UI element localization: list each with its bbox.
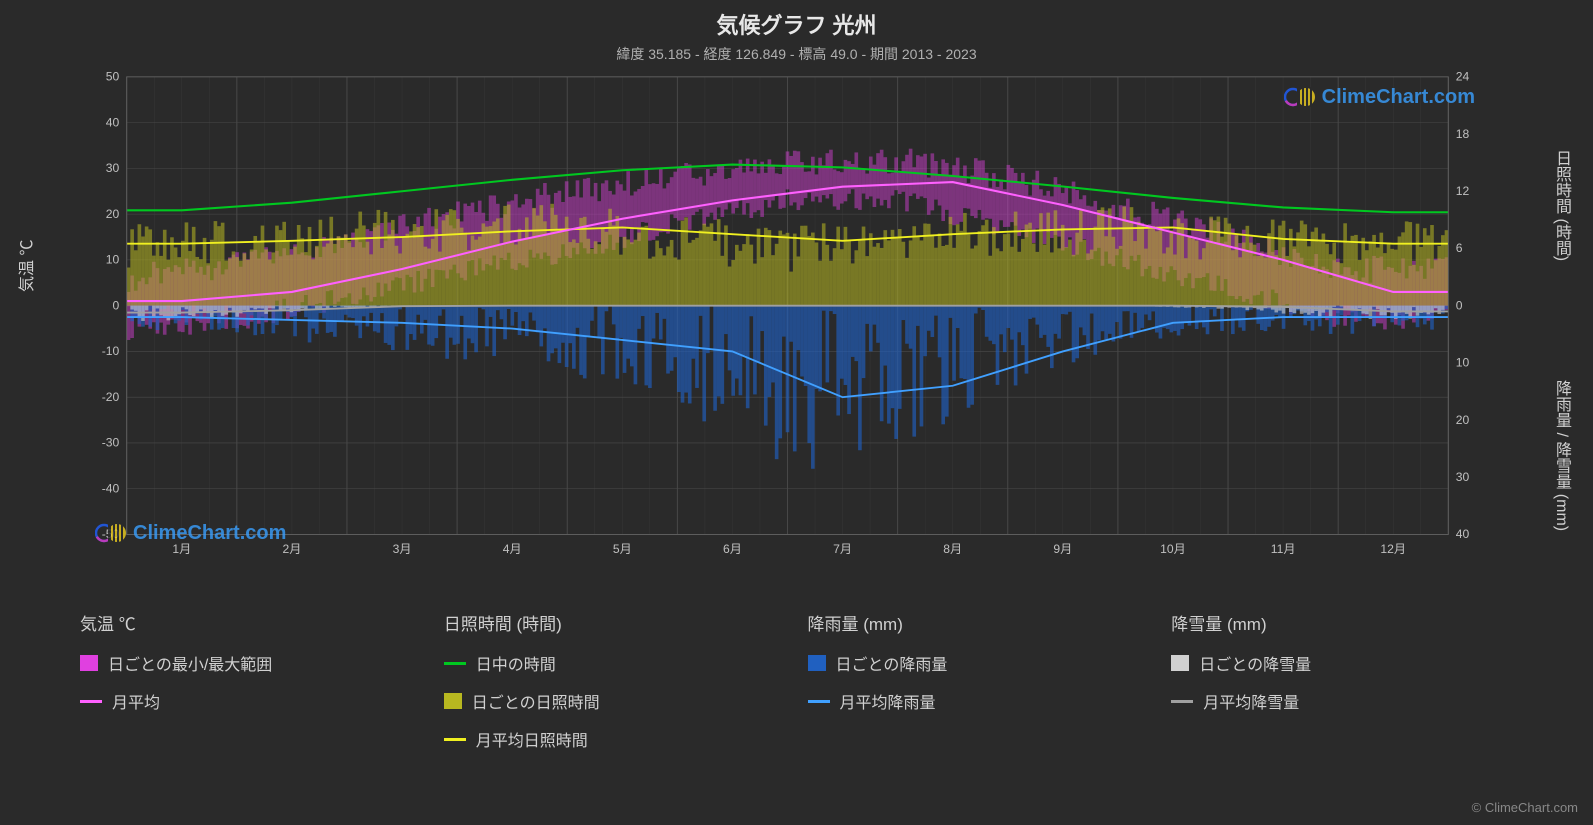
svg-text:-20: -20 xyxy=(102,390,120,404)
legend-item: 月平均 xyxy=(80,689,404,713)
svg-text:12月: 12月 xyxy=(1380,542,1406,556)
legend-item: 月平均日照時間 xyxy=(444,727,768,751)
y-axis-right-bottom-label: 降雨量 / 降雪量 (mm) xyxy=(1549,380,1573,531)
plot-area: 50403020100-10-20-30-40-5024181260102030… xyxy=(80,70,1495,560)
legend-col-rain: 降雨量 (mm) 日ごとの降雨量月平均降雨量 xyxy=(808,610,1132,765)
legend-item: 日ごとの最小/最大範囲 xyxy=(80,651,404,675)
legend-label: 月平均降雪量 xyxy=(1203,689,1299,713)
copyright: © ClimeChart.com xyxy=(1472,800,1578,815)
watermark-bottom-left: ClimeChart.com xyxy=(95,521,286,545)
watermark-top-right: ClimeChart.com xyxy=(1284,85,1475,109)
legend-label: 日ごとの最小/最大範囲 xyxy=(108,651,272,675)
legend-col-snow: 降雪量 (mm) 日ごとの降雪量月平均降雪量 xyxy=(1171,610,1495,765)
svg-text:12: 12 xyxy=(1456,184,1470,198)
climate-chart: 気候グラフ 光州 緯度 35.185 - 経度 126.849 - 標高 49.… xyxy=(0,0,1593,825)
svg-text:4月: 4月 xyxy=(503,542,522,556)
plot-svg: 50403020100-10-20-30-40-5024181260102030… xyxy=(80,70,1495,560)
svg-text:3月: 3月 xyxy=(393,542,412,556)
svg-text:40: 40 xyxy=(106,115,120,129)
legend-item: 日ごとの日照時間 xyxy=(444,689,768,713)
y-axis-right-top-label: 日照時間 (時間) xyxy=(1549,150,1573,261)
svg-text:5月: 5月 xyxy=(613,542,632,556)
svg-text:11月: 11月 xyxy=(1271,542,1296,556)
watermark-text: ClimeChart.com xyxy=(133,522,286,545)
chart-subtitle: 緯度 35.185 - 経度 126.849 - 標高 49.0 - 期間 20… xyxy=(0,40,1593,64)
svg-text:30: 30 xyxy=(106,161,120,175)
svg-text:10月: 10月 xyxy=(1160,542,1186,556)
legend-label: 月平均降雨量 xyxy=(840,689,936,713)
logo-icon xyxy=(1284,85,1316,109)
svg-text:0: 0 xyxy=(112,298,119,312)
legend-label: 月平均 xyxy=(112,689,160,713)
legend-item: 日ごとの降雪量 xyxy=(1171,651,1495,675)
legend-col-temp: 気温 ℃ 日ごとの最小/最大範囲月平均 xyxy=(80,610,404,765)
legend-line-swatch xyxy=(808,700,830,703)
svg-text:-30: -30 xyxy=(102,436,120,450)
legend-header: 日照時間 (時間) xyxy=(444,610,768,635)
svg-text:9月: 9月 xyxy=(1053,542,1072,556)
legend-item: 月平均降雨量 xyxy=(808,689,1132,713)
legend: 気温 ℃ 日ごとの最小/最大範囲月平均 日照時間 (時間) 日中の時間日ごとの日照時間… xyxy=(80,610,1495,765)
legend-header: 気温 ℃ xyxy=(80,610,404,635)
legend-line-swatch xyxy=(444,662,466,665)
legend-header: 降雪量 (mm) xyxy=(1171,610,1495,635)
logo-icon xyxy=(95,521,127,545)
legend-line-swatch xyxy=(80,700,102,703)
legend-item: 月平均降雪量 xyxy=(1171,689,1495,713)
watermark-text: ClimeChart.com xyxy=(1322,86,1475,109)
legend-label: 日ごとの降雨量 xyxy=(836,651,948,675)
legend-label: 日中の時間 xyxy=(476,651,556,675)
svg-text:20: 20 xyxy=(1456,413,1470,427)
svg-text:10: 10 xyxy=(1456,356,1470,370)
svg-text:24: 24 xyxy=(1456,70,1470,84)
svg-text:20: 20 xyxy=(106,207,120,221)
svg-text:8月: 8月 xyxy=(943,542,962,556)
svg-text:-10: -10 xyxy=(102,344,120,358)
svg-text:50: 50 xyxy=(106,70,120,84)
legend-label: 月平均日照時間 xyxy=(476,727,588,751)
legend-swatch xyxy=(80,655,98,671)
legend-line-swatch xyxy=(444,738,466,741)
chart-title: 気候グラフ 光州 xyxy=(0,0,1593,40)
legend-label: 日ごとの日照時間 xyxy=(472,689,600,713)
svg-text:6: 6 xyxy=(1456,241,1463,255)
svg-text:6月: 6月 xyxy=(723,542,742,556)
legend-col-sunshine: 日照時間 (時間) 日中の時間日ごとの日照時間月平均日照時間 xyxy=(444,610,768,765)
svg-text:-40: -40 xyxy=(102,481,120,495)
legend-swatch xyxy=(444,693,462,709)
legend-swatch xyxy=(1171,655,1189,671)
legend-line-swatch xyxy=(1171,700,1193,703)
svg-text:10: 10 xyxy=(106,253,120,267)
legend-label: 日ごとの降雪量 xyxy=(1199,651,1311,675)
svg-text:40: 40 xyxy=(1456,527,1470,541)
svg-text:18: 18 xyxy=(1456,127,1470,141)
legend-header: 降雨量 (mm) xyxy=(808,610,1132,635)
y-axis-left-label: 気温 ℃ xyxy=(13,240,37,292)
legend-swatch xyxy=(808,655,826,671)
svg-text:7月: 7月 xyxy=(833,542,852,556)
svg-text:0: 0 xyxy=(1456,298,1463,312)
legend-item: 日ごとの降雨量 xyxy=(808,651,1132,675)
svg-text:30: 30 xyxy=(1456,470,1470,484)
legend-item: 日中の時間 xyxy=(444,651,768,675)
